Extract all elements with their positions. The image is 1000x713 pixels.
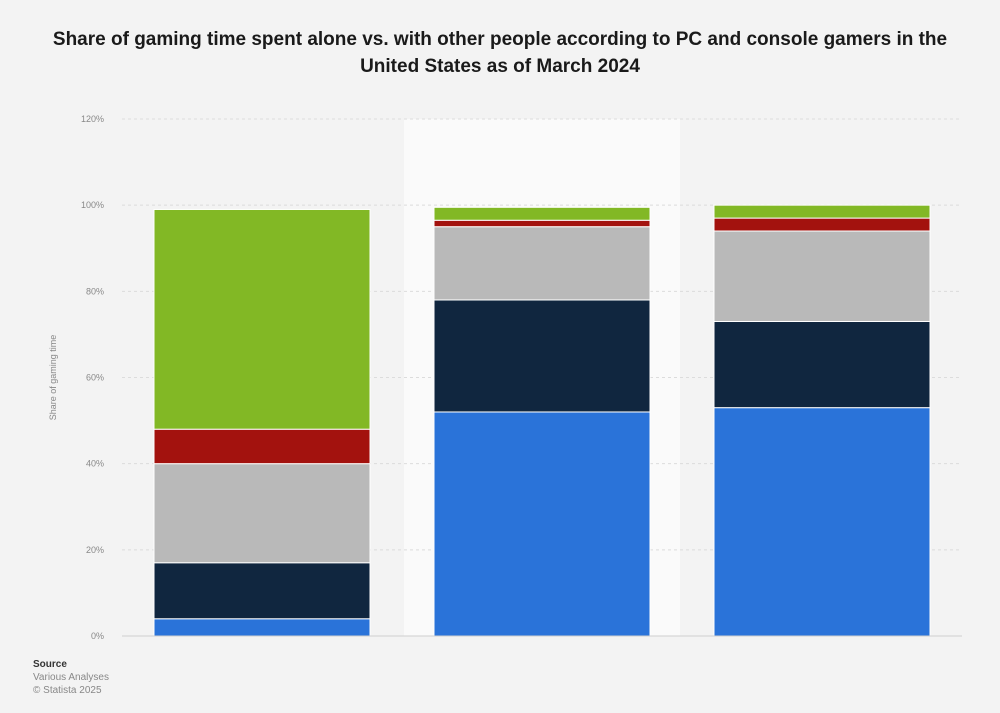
- bar-segment: [433, 299, 651, 413]
- y-tick-label: 60%: [86, 373, 104, 383]
- source-heading: Source: [33, 659, 67, 670]
- chart-title: Share of gaming time spent alone vs. wit…: [52, 29, 948, 77]
- y-tick-label: 0%: [91, 631, 104, 641]
- bar-segment: [713, 217, 931, 232]
- y-tick-label: 40%: [86, 459, 104, 469]
- y-tick-label: 120%: [81, 114, 104, 124]
- bar-segment: [713, 230, 931, 322]
- copyright-line: © Statista 2025: [33, 685, 102, 696]
- bar-segment: [713, 407, 931, 637]
- y-tick-label: 20%: [86, 545, 104, 555]
- bar-segment: [153, 618, 371, 637]
- bar-segment: [433, 411, 651, 637]
- y-tick-label: 100%: [81, 200, 104, 210]
- bar-segment: [153, 208, 371, 430]
- bar-segment: [433, 226, 651, 301]
- bar-segment: [713, 320, 931, 409]
- bar-segment: [433, 219, 651, 228]
- y-axis-title: Share of gaming time: [48, 335, 58, 421]
- y-tick-label: 80%: [86, 286, 104, 296]
- bar-segment: [433, 206, 651, 221]
- source-line: Various Analyses: [33, 672, 109, 683]
- bar-segment: [153, 562, 371, 620]
- bar-segment: [713, 204, 931, 219]
- bar-segment: [153, 428, 371, 465]
- bar-segment: [153, 463, 371, 564]
- source-block: Source Various Analyses © Statista 2025: [33, 658, 109, 697]
